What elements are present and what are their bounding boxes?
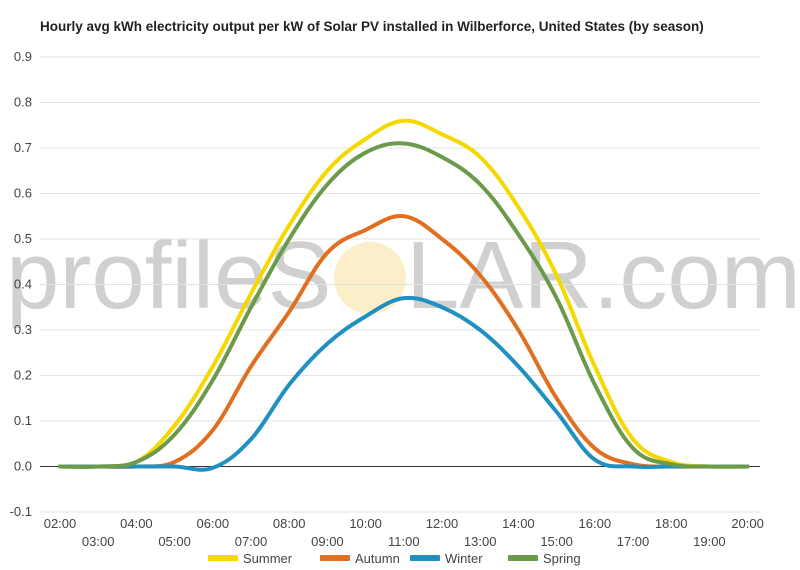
x-tick-label: 15:00 — [540, 534, 573, 549]
x-tick-label: 12:00 — [426, 516, 459, 531]
x-tick-label: 10:00 — [349, 516, 382, 531]
x-tick-label: 20:00 — [731, 516, 764, 531]
legend-swatch-summer — [208, 555, 238, 561]
y-tick-label: -0.1 — [10, 504, 32, 519]
x-tick-label: 03:00 — [82, 534, 115, 549]
legend-swatch-autumn — [320, 555, 350, 561]
legend-label-spring: Spring — [543, 551, 581, 566]
legend-swatch-winter — [410, 555, 440, 561]
series-line-winter — [58, 295, 750, 472]
x-tick-label: 16:00 — [579, 516, 612, 531]
y-tick-label: 0.5 — [14, 231, 32, 246]
y-tick-label: 0.8 — [14, 95, 32, 110]
watermark-sun-logo — [334, 242, 406, 314]
y-tick-label: 0.1 — [14, 413, 32, 428]
y-tick-label: 0.6 — [14, 186, 32, 201]
watermark-text-right: LAR.com — [406, 222, 800, 329]
y-tick-label: 0.7 — [14, 140, 32, 155]
x-tick-label: 19:00 — [693, 534, 726, 549]
x-tick-labels: 02:00 03:00 04:00 05:00 06:00 07:00 08:00 09:00… — [44, 516, 764, 549]
series-line-spring — [58, 141, 750, 469]
x-tick-label: 05:00 — [158, 534, 191, 549]
gridlines — [40, 56, 760, 513]
x-tick-label: 14:00 — [502, 516, 535, 531]
legend-swatch-spring — [508, 555, 538, 561]
y-tick-labels: -0.1 0.0 0.1 0.2 0.3 0.4 0.5 0.6 0.7 0.8 0.9 — [10, 49, 32, 519]
legend: Summer Autumn Winter Spring — [208, 551, 581, 566]
x-tick-label: 08:00 — [273, 516, 306, 531]
x-tick-label: 07:00 — [235, 534, 268, 549]
x-tick-label: 02:00 — [44, 516, 77, 531]
series-line-autumn — [58, 214, 750, 469]
y-tick-label: 0.0 — [14, 459, 32, 474]
x-tick-label: 11:00 — [388, 534, 420, 549]
watermark-text-left: profileS — [6, 222, 332, 329]
y-tick-label: 0.9 — [14, 49, 32, 64]
legend-label-autumn: Autumn — [355, 551, 400, 566]
x-tick-label: 06:00 — [197, 516, 230, 531]
chart-title: Hourly avg kWh electricity output per kW… — [40, 19, 704, 34]
x-tick-label: 17:00 — [617, 534, 650, 549]
y-tick-label: 0.3 — [14, 322, 32, 337]
x-tick-label: 13:00 — [464, 534, 497, 549]
x-tick-label: 04:00 — [120, 516, 153, 531]
legend-label-summer: Summer — [243, 551, 293, 566]
watermark: profileS LAR.com — [6, 222, 800, 329]
x-tick-label: 18:00 — [655, 516, 688, 531]
series-line-summer — [58, 118, 750, 469]
y-tick-label: 0.4 — [14, 277, 32, 292]
legend-label-winter: Winter — [445, 551, 483, 566]
x-tick-label: 09:00 — [311, 534, 344, 549]
y-tick-label: 0.2 — [14, 368, 32, 383]
series-lines — [58, 118, 750, 472]
